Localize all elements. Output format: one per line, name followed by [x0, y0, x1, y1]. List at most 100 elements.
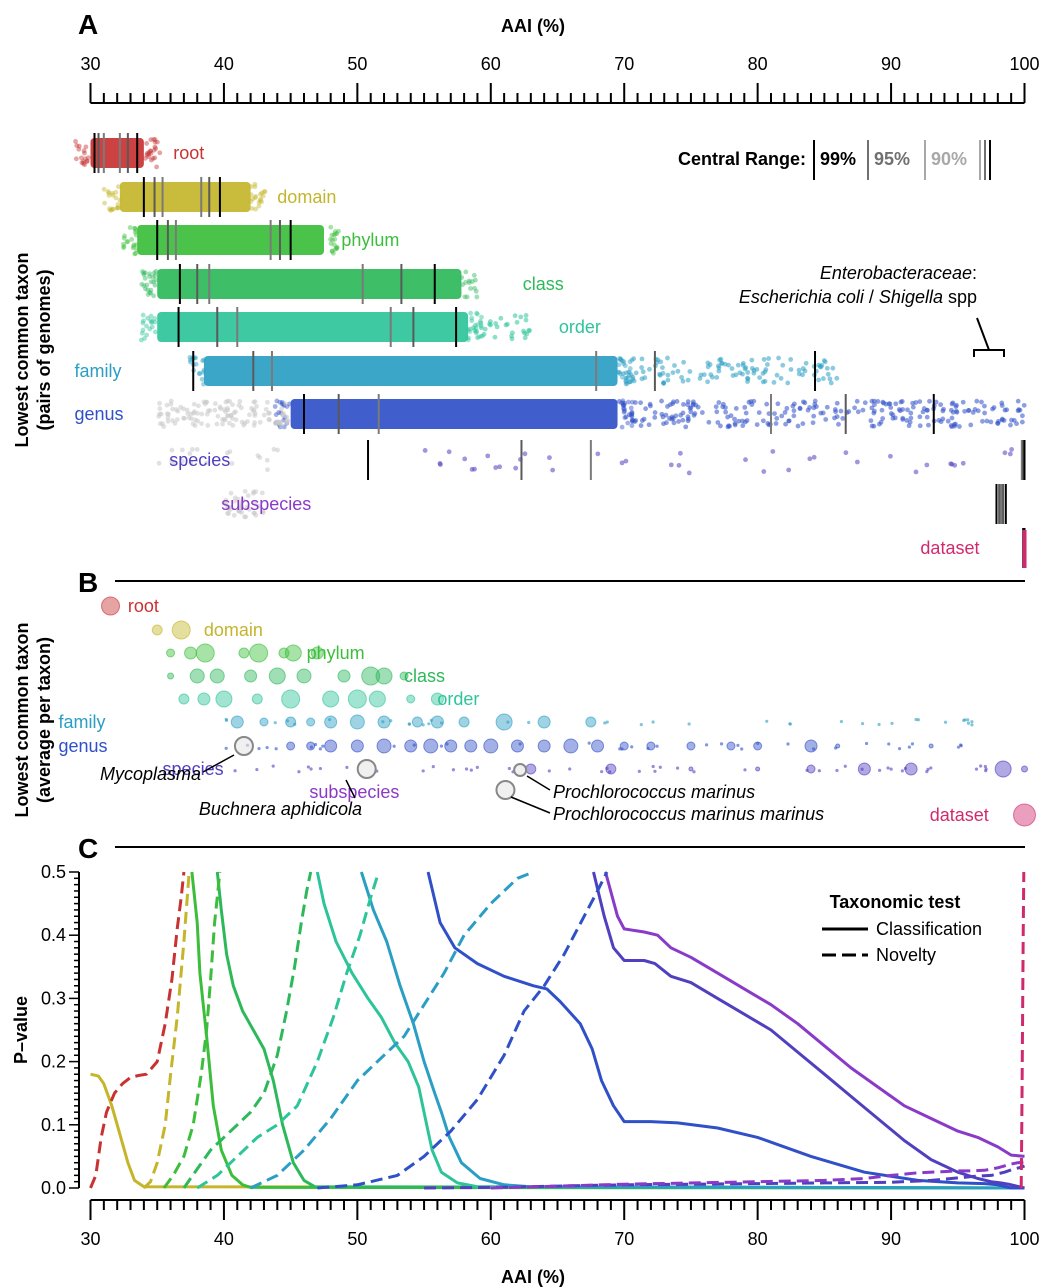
pair-point: [1016, 407, 1022, 412]
pair-point: [334, 231, 340, 236]
pair-point: [1015, 398, 1021, 404]
pair-point: [830, 365, 836, 371]
pair-point: [478, 325, 484, 331]
taxon-average-point: [376, 738, 392, 754]
taxon-average-point: [166, 648, 176, 658]
pair-point: [776, 355, 781, 361]
pair-point: [240, 497, 246, 503]
pair-point-unclassified: [254, 403, 259, 409]
pair-point: [152, 144, 158, 150]
taxon-average-point: [224, 746, 228, 750]
taxon-average-point: [1021, 765, 1028, 773]
pair-point: [330, 237, 335, 243]
pair-point: [550, 467, 556, 473]
pair-point: [466, 280, 472, 286]
pair-point: [933, 399, 939, 405]
annotation-ecoli: Escherichia coli: [739, 287, 865, 307]
taxon-average-point: [910, 742, 915, 746]
pair-point-unclassified: [267, 417, 272, 423]
pair-point: [145, 292, 151, 298]
panel-c-x-tick-label: 50: [347, 1229, 367, 1249]
pair-point: [73, 156, 79, 162]
pvalue-curve-phylum-novelty: [162, 871, 222, 1189]
pair-point: [523, 313, 529, 318]
pair-point: [493, 465, 499, 470]
pair-point: [1002, 407, 1008, 413]
pair-density-band: [137, 225, 324, 255]
pair-point: [518, 314, 524, 320]
pair-point-unclassified: [263, 406, 269, 412]
pair-point: [832, 415, 837, 421]
pair-point-unclassified: [164, 411, 170, 417]
pair-point: [797, 405, 803, 411]
taxon-average-point: [966, 718, 970, 722]
taxon-average-point: [389, 719, 393, 723]
pair-point: [84, 159, 90, 164]
taxon-average-point: [907, 745, 911, 749]
pvalue-curve-order-novelty: [196, 871, 381, 1190]
taxon-average-point: [887, 742, 891, 746]
dataset-pair-mark: [1022, 530, 1027, 568]
pvalue-curve-family-novelty: [249, 870, 535, 1190]
pair-point: [740, 423, 746, 429]
pair-point: [718, 423, 723, 429]
taxon-average-point: [806, 764, 816, 774]
pair-point: [469, 279, 475, 284]
pair-point: [225, 505, 231, 511]
pair-point: [256, 200, 262, 205]
pair-point: [687, 405, 693, 411]
pair-point: [492, 334, 498, 340]
taxon-average-point: [812, 747, 816, 751]
taxon-average-point: [184, 646, 198, 660]
pair-point: [618, 356, 624, 362]
pair-point: [648, 403, 653, 409]
pair-point-unclassified: [217, 404, 223, 410]
pair-point: [733, 406, 739, 411]
pair-point: [638, 423, 644, 428]
taxon-average-point: [167, 672, 175, 680]
pair-point: [231, 512, 237, 518]
taxon-average-point: [962, 718, 966, 723]
pair-point: [252, 195, 258, 201]
pvalue-curve-phylum-classification: [190, 871, 1025, 1190]
row-label-class: class: [523, 274, 564, 294]
pair-point: [953, 404, 959, 410]
taxon-average-point: [293, 722, 297, 726]
row-label-domain: domain: [277, 187, 336, 207]
taxon-average-point: [857, 762, 871, 776]
taxon-average-point: [345, 765, 349, 769]
pair-point: [880, 399, 886, 405]
pair-point: [659, 398, 664, 404]
pair-point: [773, 421, 779, 426]
pair-point: [877, 421, 882, 427]
taxon-average-point: [430, 715, 444, 729]
pair-point: [714, 409, 720, 415]
taxon-average-point: [337, 669, 351, 683]
panel-a-x-tick-label: 30: [80, 54, 100, 74]
panel-b-y-axis-title-line2: (average per taxon): [34, 637, 54, 803]
pair-point: [917, 399, 923, 405]
panel-c-x-axis-title: AAI (%): [501, 1267, 565, 1287]
pair-point-unclassified: [257, 419, 263, 425]
legend-classification-label: Classification: [876, 919, 982, 939]
taxon-average-point: [740, 747, 744, 751]
pair-point: [147, 290, 153, 295]
panel-b-row-label-family: family: [58, 712, 105, 732]
taxon-average-point: [563, 738, 579, 754]
taxon-average-point: [839, 719, 844, 724]
pair-point: [680, 417, 686, 423]
pair-point: [732, 421, 738, 426]
pair-point: [462, 294, 468, 300]
pair-point: [871, 398, 877, 404]
pair-point: [147, 274, 152, 279]
taxon-average-point: [994, 760, 1012, 778]
pair-point: [764, 401, 770, 407]
taxon-average-point: [350, 739, 364, 753]
pair-point: [960, 399, 966, 405]
taxon-average-point: [483, 738, 499, 754]
pair-point: [622, 363, 628, 369]
pair-point-unclassified: [214, 421, 220, 427]
taxon-average-point: [285, 719, 290, 723]
pair-point: [680, 410, 686, 416]
pair-point: [111, 206, 116, 212]
